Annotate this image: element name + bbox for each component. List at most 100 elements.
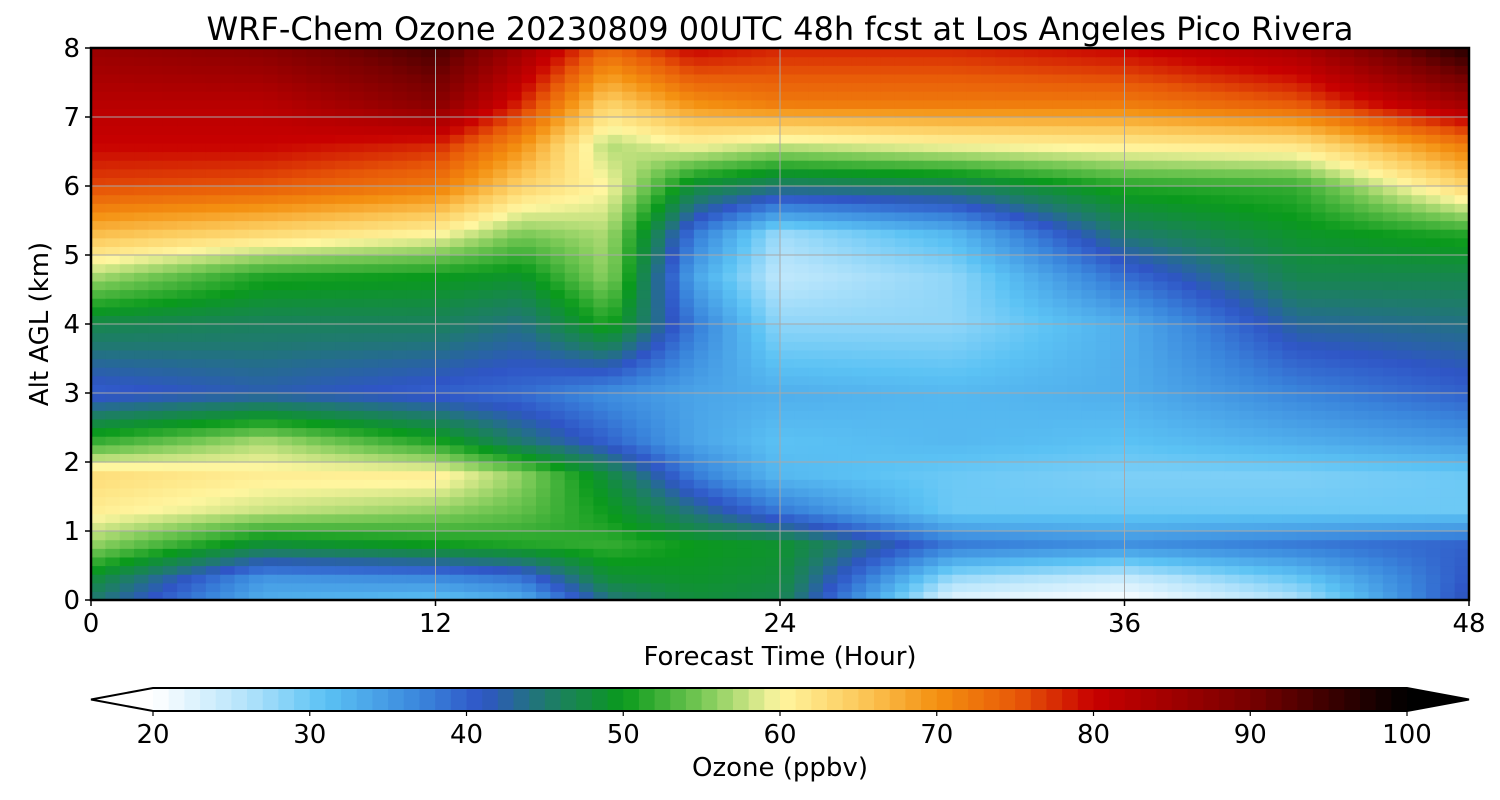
heatmap-cell <box>148 496 164 506</box>
heatmap-cell <box>937 177 953 187</box>
heatmap-cell <box>1095 255 1111 265</box>
heatmap-cell <box>1067 220 1083 230</box>
heatmap-cell <box>1210 522 1226 532</box>
heatmap-cell <box>521 255 537 265</box>
heatmap-cell <box>622 220 638 230</box>
heatmap-cell <box>622 384 638 394</box>
heatmap-cell <box>851 384 867 394</box>
heatmap-cell <box>937 203 953 213</box>
heatmap-cell <box>1382 470 1398 480</box>
heatmap-cell <box>1210 211 1226 222</box>
heatmap-cell <box>780 427 795 437</box>
heatmap-cell <box>823 289 839 299</box>
heatmap-cell <box>248 565 264 575</box>
heatmap-cell <box>1167 487 1183 498</box>
heatmap-cell <box>1382 453 1398 463</box>
heatmap-cell <box>1167 531 1183 541</box>
heatmap-cell <box>650 479 666 489</box>
heatmap-cell <box>1009 255 1025 265</box>
heatmap-cell <box>1124 246 1140 256</box>
heatmap-cell <box>335 375 350 385</box>
heatmap-cell <box>851 401 867 411</box>
heatmap-cell <box>880 462 896 472</box>
heatmap-cell <box>1181 444 1197 454</box>
heatmap-cell <box>306 548 322 558</box>
heatmap-cell <box>378 298 394 308</box>
heatmap-cell <box>550 427 566 437</box>
heatmap-cell <box>679 548 695 558</box>
heatmap-cell <box>421 453 437 463</box>
heatmap-cell <box>880 453 896 463</box>
heatmap-cell <box>263 427 279 437</box>
heatmap-cell <box>148 556 164 567</box>
heatmap-cell <box>220 505 236 515</box>
heatmap-cell <box>1253 453 1269 463</box>
heatmap-cell <box>808 410 824 420</box>
heatmap-cell <box>1124 462 1140 472</box>
heatmap-cell <box>765 332 781 342</box>
heatmap-cell <box>851 194 867 204</box>
heatmap-cell <box>205 591 221 601</box>
heatmap-cell <box>722 574 738 584</box>
heatmap-cell <box>392 358 408 368</box>
heatmap-cell <box>909 168 925 178</box>
heatmap-cell <box>1110 332 1126 342</box>
heatmap-cell <box>205 531 221 541</box>
heatmap-cell <box>1397 539 1413 549</box>
heatmap-cell <box>966 332 982 342</box>
heatmap-cell <box>1038 375 1054 385</box>
heatmap-cell <box>507 211 523 222</box>
heatmap-cell <box>1081 444 1097 454</box>
heatmap-cell <box>306 556 322 567</box>
heatmap-cell <box>1411 453 1427 463</box>
heatmap-cell <box>622 375 638 385</box>
heatmap-cell <box>1110 487 1126 498</box>
heatmap-cell <box>1138 453 1154 463</box>
heatmap-cell <box>134 160 150 170</box>
heatmap-cell <box>1024 289 1039 299</box>
heatmap-cell <box>392 298 408 308</box>
heatmap-cell <box>177 479 193 489</box>
heatmap-cell <box>349 556 365 567</box>
heatmap-cell <box>335 280 350 291</box>
heatmap-cell <box>1081 375 1097 385</box>
heatmap-cell <box>234 444 250 454</box>
heatmap-cell <box>291 220 307 230</box>
heatmap-cell <box>837 177 853 187</box>
heatmap-cell <box>1024 427 1039 437</box>
heatmap-cell <box>650 505 666 515</box>
heatmap-cell <box>1081 332 1097 342</box>
heatmap-cell <box>320 151 336 161</box>
heatmap-cell <box>1296 306 1312 316</box>
heatmap-cell <box>650 332 666 342</box>
heatmap-cell <box>1296 186 1312 196</box>
heatmap-cell <box>1296 462 1312 472</box>
heatmap-cell <box>234 306 250 316</box>
heatmap-cell <box>1282 582 1298 592</box>
heatmap-cell <box>866 401 882 411</box>
heatmap-cell <box>177 255 193 265</box>
heatmap-cell <box>291 522 307 532</box>
heatmap-cell <box>1181 246 1197 256</box>
heatmap-cell <box>966 280 982 291</box>
heatmap-cell <box>952 341 968 351</box>
heatmap-cell <box>234 565 250 575</box>
heatmap-cell <box>435 203 451 213</box>
heatmap-cell <box>837 186 853 196</box>
heatmap-cell <box>248 289 264 299</box>
heatmap-cell <box>306 315 322 325</box>
heatmap-cell <box>1268 168 1283 178</box>
heatmap-cell <box>1425 444 1441 454</box>
heatmap-cell <box>564 470 580 480</box>
heatmap-cell <box>1210 272 1226 282</box>
heatmap-cell <box>277 513 293 523</box>
heatmap-cell <box>148 358 164 368</box>
heatmap-cell <box>291 151 307 161</box>
heatmap-cell <box>966 229 982 239</box>
heatmap-cell <box>1153 358 1169 368</box>
heatmap-cell <box>1425 531 1441 541</box>
heatmap-cell <box>880 194 896 204</box>
heatmap-cell <box>205 539 221 549</box>
heatmap-cell <box>205 436 221 446</box>
heatmap-cell <box>665 289 681 299</box>
